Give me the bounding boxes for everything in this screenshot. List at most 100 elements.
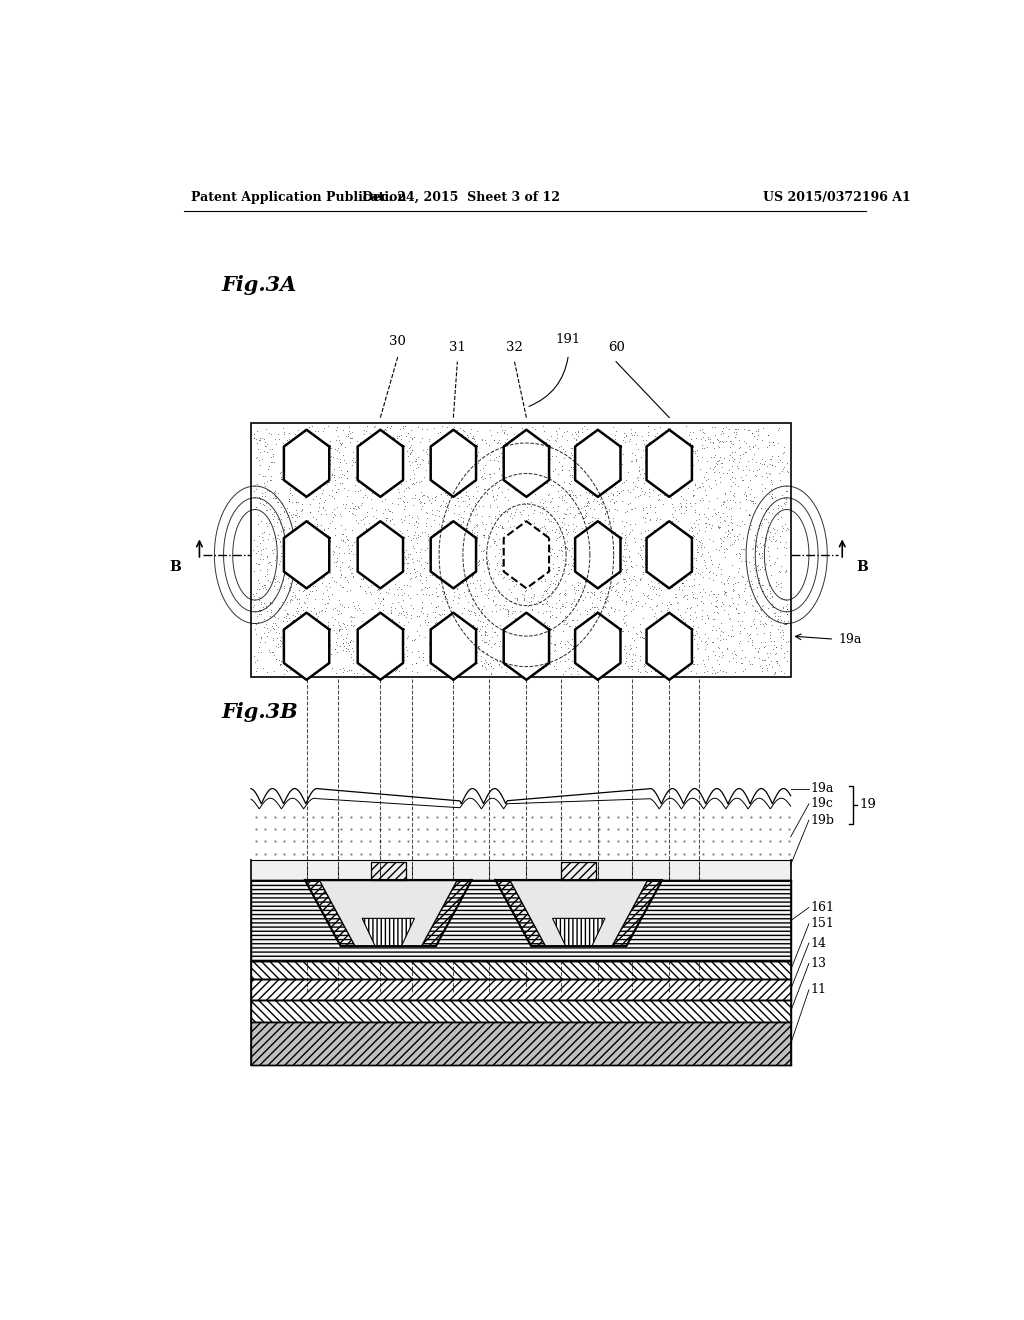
Point <box>707 457 723 478</box>
Point <box>472 574 488 595</box>
Point <box>272 651 289 672</box>
Point <box>736 590 753 611</box>
Point <box>655 546 672 568</box>
Point <box>641 467 657 488</box>
Point <box>764 597 780 618</box>
Point <box>280 436 296 457</box>
Point <box>272 545 289 566</box>
Point <box>729 525 745 546</box>
Point <box>646 577 663 598</box>
Point <box>722 506 738 527</box>
Point <box>547 573 563 594</box>
Point <box>521 649 538 671</box>
Point <box>328 572 344 593</box>
Point <box>709 661 725 682</box>
Point <box>329 548 345 569</box>
Point <box>339 486 355 507</box>
Point <box>349 539 366 560</box>
Point <box>407 487 423 508</box>
Point <box>744 539 761 560</box>
Point <box>640 454 656 475</box>
Point <box>656 565 673 586</box>
Polygon shape <box>357 521 403 589</box>
Point <box>681 462 697 483</box>
Point <box>367 639 383 660</box>
Point <box>281 517 297 539</box>
Point <box>648 471 665 492</box>
Point <box>539 615 555 636</box>
Point <box>485 657 502 678</box>
Point <box>311 487 328 508</box>
Point <box>653 601 670 622</box>
Point <box>713 558 729 579</box>
Point <box>368 447 384 469</box>
Point <box>542 605 558 626</box>
Point <box>421 429 437 450</box>
Point <box>505 440 521 461</box>
Point <box>302 463 318 484</box>
Point <box>327 609 343 630</box>
Text: 191: 191 <box>556 334 581 346</box>
Point <box>362 624 379 645</box>
Point <box>498 634 514 655</box>
Point <box>600 605 616 626</box>
Point <box>408 653 424 675</box>
Point <box>357 479 374 500</box>
Point <box>332 556 348 577</box>
Point <box>349 430 366 451</box>
Point <box>751 420 767 441</box>
Point <box>578 430 594 451</box>
Point <box>294 627 310 648</box>
Point <box>470 451 486 473</box>
Point <box>426 529 442 550</box>
Point <box>342 643 358 664</box>
Point <box>284 543 300 564</box>
Point <box>684 520 700 541</box>
Polygon shape <box>251 1022 791 1065</box>
Point <box>409 583 425 605</box>
Point <box>594 659 610 680</box>
Point <box>695 490 712 511</box>
Point <box>408 541 424 562</box>
Point <box>775 487 792 508</box>
Point <box>473 506 489 527</box>
Point <box>583 644 599 665</box>
Point <box>379 470 395 491</box>
Point <box>354 508 371 529</box>
Point <box>762 581 778 602</box>
Point <box>701 429 718 450</box>
Point <box>427 529 443 550</box>
Point <box>710 557 726 578</box>
Point <box>548 529 564 550</box>
Point <box>670 598 686 619</box>
Point <box>664 647 680 668</box>
Point <box>395 590 412 611</box>
Point <box>605 474 622 495</box>
Point <box>759 578 775 599</box>
Point <box>306 477 323 498</box>
Point <box>321 525 337 546</box>
Point <box>742 488 759 510</box>
Point <box>437 544 454 565</box>
Point <box>589 562 605 583</box>
Point <box>595 626 611 647</box>
Point <box>757 612 773 634</box>
Point <box>589 597 605 618</box>
Point <box>724 446 740 467</box>
Point <box>578 479 594 500</box>
Point <box>558 536 574 557</box>
Point <box>683 544 699 565</box>
Point <box>542 573 558 594</box>
Point <box>255 593 271 614</box>
Point <box>408 653 424 675</box>
Point <box>414 598 430 619</box>
Point <box>284 586 300 607</box>
Point <box>633 529 649 550</box>
Point <box>534 516 550 537</box>
Point <box>437 517 454 539</box>
Point <box>618 426 635 447</box>
Point <box>499 437 515 458</box>
Point <box>766 635 782 656</box>
Point <box>547 458 563 479</box>
Point <box>509 644 525 665</box>
